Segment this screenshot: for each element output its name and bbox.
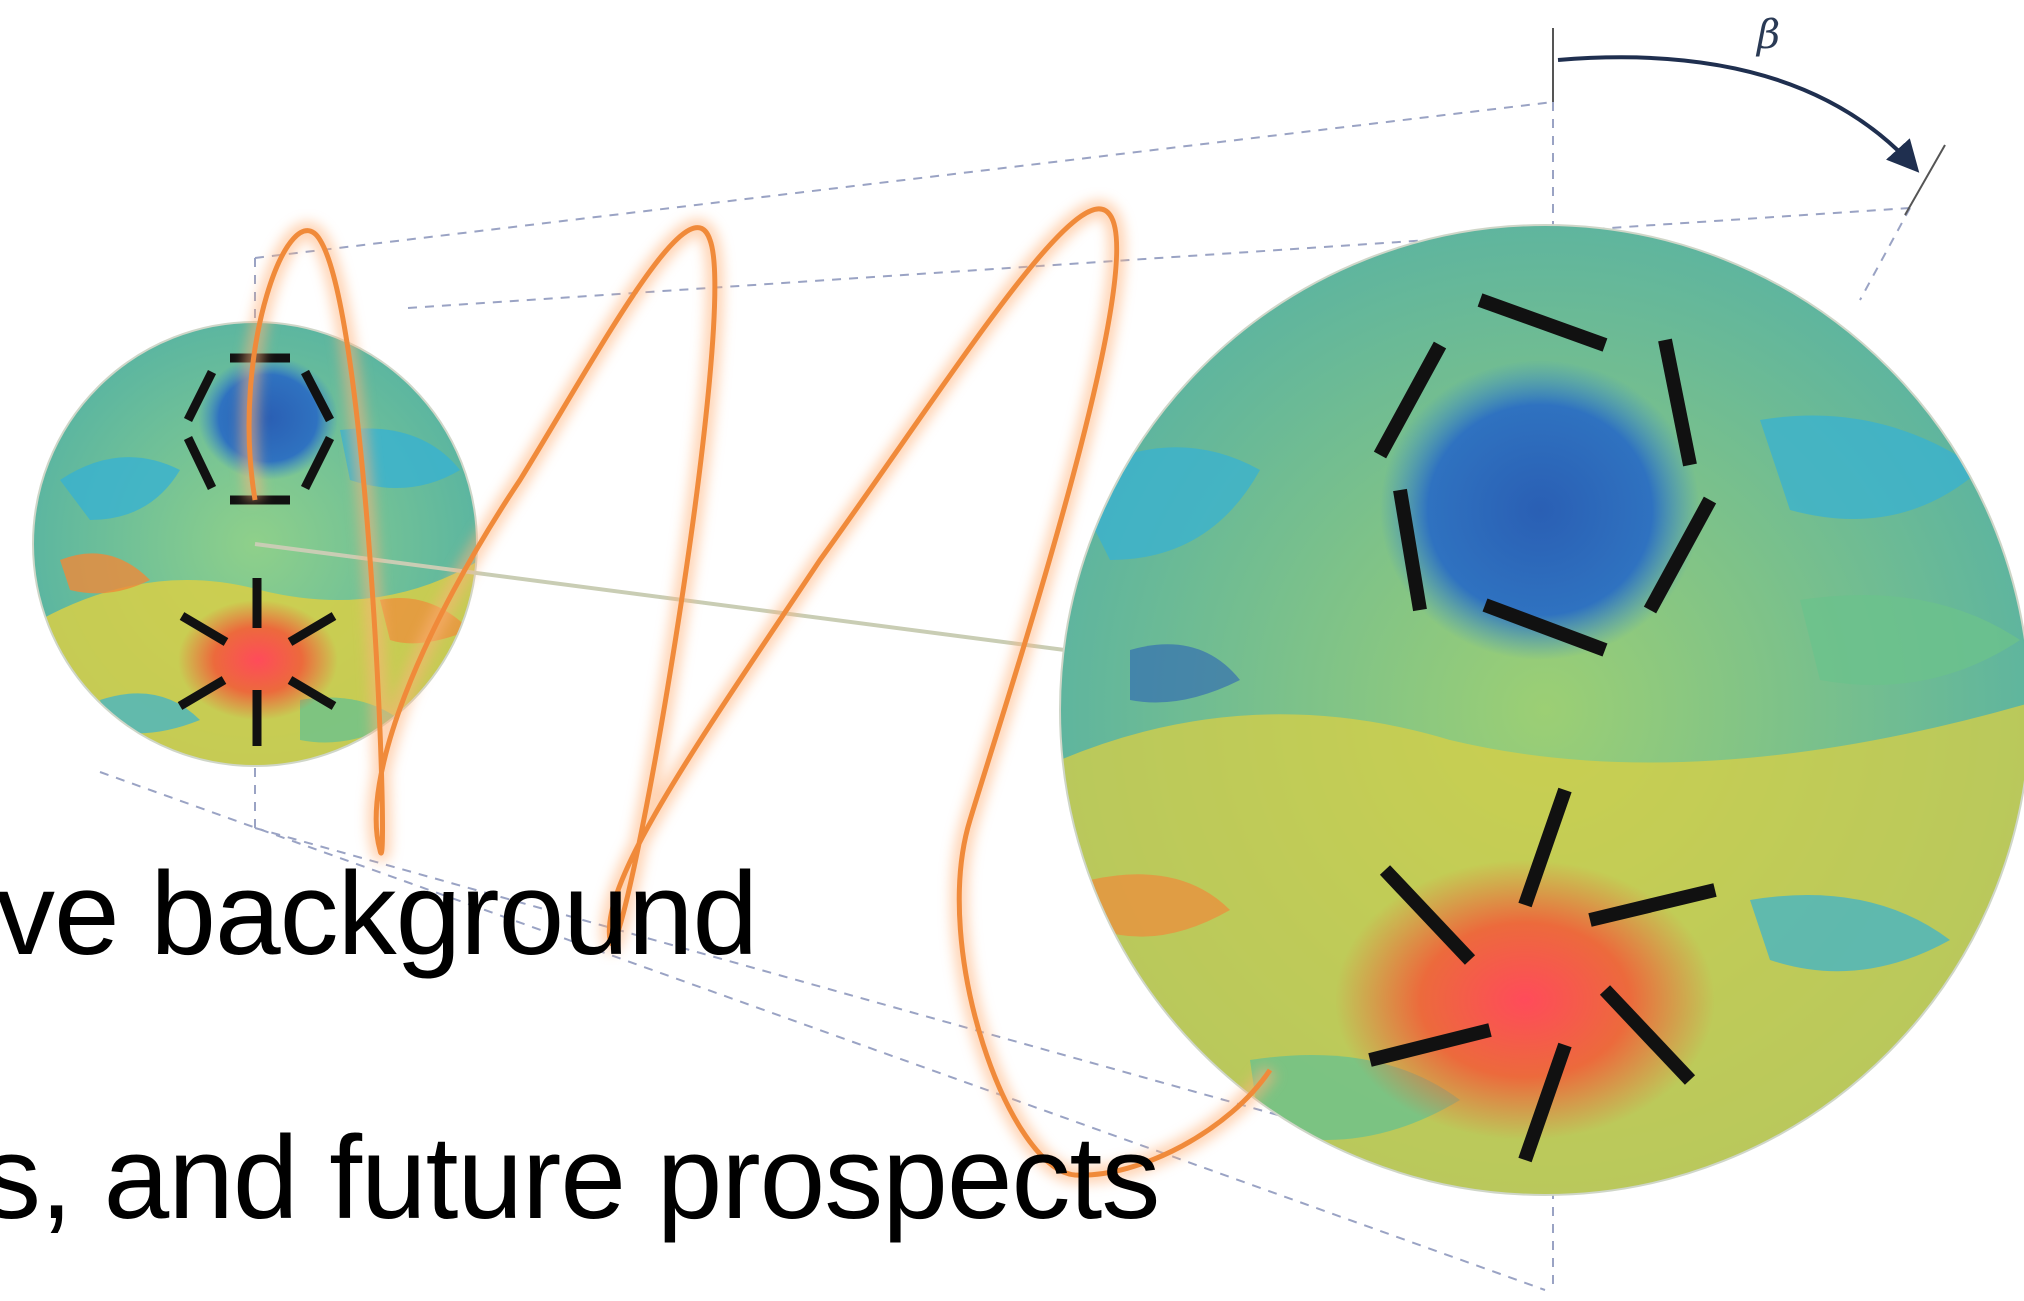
line-of-sight-axis: [254, 542, 1081, 654]
rotation-arrow: [1557, 55, 1920, 173]
small-map-polarization-sticks: [177, 353, 337, 746]
large-cmb-map: [1060, 225, 2024, 1195]
large-map-polarization-sticks: [1368, 293, 1717, 1163]
wave-line: [246, 206, 1273, 1178]
slide-text-line-2: s, and future prospects: [0, 1112, 1160, 1244]
slide-text-line-1: ve background: [0, 848, 758, 980]
rotation-angle-label: β: [1757, 12, 1781, 58]
large-map-outline: [1059, 224, 2024, 1196]
propagating-light-wave: [240, 199, 1278, 1185]
rotation-angle-indicator: [1552, 28, 1946, 216]
rotation-rotated-tick: [1904, 144, 1946, 216]
